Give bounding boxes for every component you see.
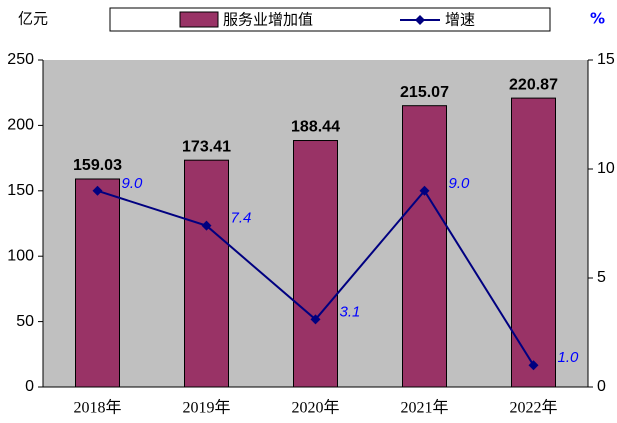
legend-swatch	[179, 11, 219, 28]
y-tick-label: 150	[7, 182, 34, 199]
y-tick-label: 200	[7, 117, 34, 134]
line-marker	[201, 220, 212, 231]
y-tick-label: 0	[25, 378, 34, 395]
line-value-label: 1.0	[558, 349, 580, 366]
legend-marker	[415, 15, 425, 25]
line-marker	[92, 185, 103, 196]
bar-value-label: 188.44	[291, 119, 340, 136]
y2-tick-label: 0	[597, 378, 606, 395]
line-value-label: 7.4	[231, 210, 252, 227]
x-tick-label: 2018年	[73, 399, 121, 417]
bar	[75, 178, 120, 388]
bar-value-label: 173.41	[182, 138, 231, 155]
line-value-label: 9.0	[122, 175, 144, 192]
legend-label: 服务业增加值	[223, 11, 313, 29]
line-value-label: 3.1	[340, 303, 361, 320]
x-tick-label: 2022年	[509, 399, 557, 417]
y-tick-label: 50	[16, 313, 34, 330]
y2-tick-label: 5	[597, 269, 606, 286]
bar-value-label: 220.87	[509, 76, 558, 93]
bar	[184, 159, 229, 388]
bar	[402, 105, 447, 388]
line-marker	[310, 314, 321, 325]
x-tick-label: 2021年	[400, 399, 448, 417]
bar	[511, 97, 556, 388]
y2-tick-label: 10	[597, 160, 615, 177]
y-tick-label: 100	[7, 247, 34, 264]
line-marker	[528, 360, 539, 371]
line-marker	[419, 185, 430, 196]
line-value-label: 9.0	[449, 175, 471, 192]
legend-label: 增速	[445, 11, 475, 29]
x-tick-label: 2020年	[291, 399, 339, 417]
bar	[293, 140, 338, 388]
y-axis-label: 亿元	[18, 10, 48, 28]
y2-axis-label: %	[590, 10, 605, 28]
x-tick-label: 2019年	[182, 399, 230, 417]
bar-value-label: 215.07	[400, 84, 449, 101]
y-tick-label: 250	[7, 51, 34, 68]
bar-value-label: 159.03	[73, 157, 122, 174]
y2-tick-label: 15	[597, 51, 615, 68]
legend	[109, 7, 551, 32]
